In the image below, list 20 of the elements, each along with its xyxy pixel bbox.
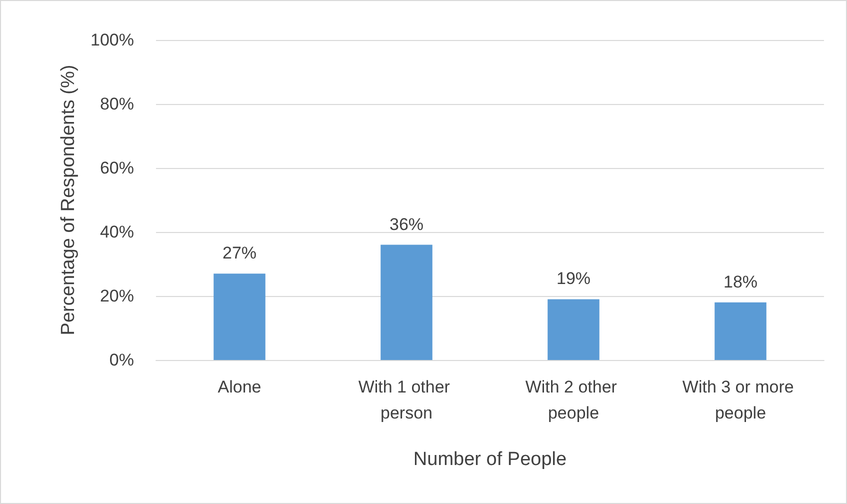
bar <box>714 302 766 360</box>
x-tick-label: With 2 other people <box>525 378 622 422</box>
bar <box>548 299 600 360</box>
x-tick-label: With 1 other person <box>358 378 455 422</box>
x-tick-label: Alone <box>218 378 262 396</box>
bar <box>380 244 432 360</box>
y-tick-label: 60% <box>100 158 134 178</box>
y-tick-label: 40% <box>100 222 134 242</box>
bar <box>214 274 266 360</box>
y-tick-label: 20% <box>100 286 134 306</box>
data-label: 18% <box>723 272 758 292</box>
y-tick-label: 100% <box>90 30 134 50</box>
y-axis-title: Percentage of Respondents (%) <box>58 64 79 336</box>
x-tick-label: With 3 or more people <box>682 378 799 422</box>
data-label: 19% <box>556 269 591 288</box>
data-label: 36% <box>389 214 424 234</box>
y-tick-label: 0% <box>109 350 134 370</box>
data-label: 27% <box>222 244 257 263</box>
x-axis-title: Number of People <box>413 449 567 470</box>
y-tick-label: 80% <box>100 94 134 114</box>
